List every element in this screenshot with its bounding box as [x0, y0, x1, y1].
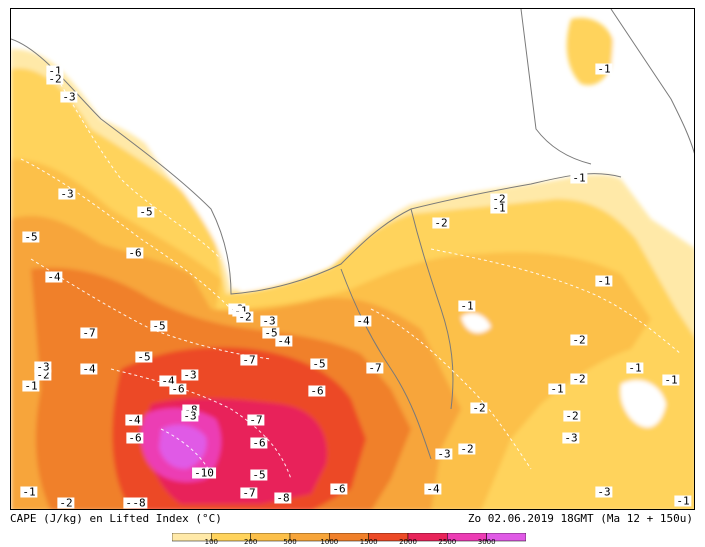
lifted-index-label: -1	[626, 361, 644, 375]
lifted-index-label: -1	[46, 64, 64, 78]
lifted-index-label: -3	[595, 485, 613, 499]
legend-color-bar	[171, 532, 527, 542]
lifted-index-label: -4	[424, 482, 442, 496]
lifted-index-label: -4	[159, 374, 177, 388]
legend-tick-label: 2000	[399, 538, 417, 546]
lifted-index-label: -1	[570, 171, 588, 185]
border-line-2	[410, 208, 454, 410]
lifted-index-label: -2	[46, 72, 64, 86]
lifted-index-label: -5	[310, 357, 328, 371]
lifted-index-label: -1	[20, 485, 38, 499]
forecast-time: Zo 02.06.2019 18GMT (Ma 12 + 150u)	[467, 512, 693, 525]
lifted-index-label: -5	[250, 468, 268, 482]
lifted-index-label: -1	[662, 373, 680, 387]
lifted-index-label: -4	[80, 362, 98, 376]
lifted-index-label: -3	[260, 314, 278, 328]
lifted-index-label: -8	[130, 496, 148, 510]
lifted-index-label: -3	[60, 90, 78, 104]
lifted-index-label: -1	[458, 299, 476, 313]
lifted-index-label: -1	[22, 379, 40, 393]
cape-field	[11, 9, 694, 509]
legend-tick-label: 2500	[438, 538, 457, 546]
lifted-index-label: -1	[595, 274, 613, 288]
li-contour	[20, 158, 232, 310]
lifted-index-label: -3	[181, 409, 199, 423]
lifted-index-label: -5	[137, 205, 155, 219]
legend-tick-label: 1500	[359, 538, 378, 546]
sea-channel	[109, 9, 571, 289]
cape-legend: 100 200 500 1000 1500 2000 2500 3000	[171, 528, 527, 546]
legend-tick-label: 3000	[477, 538, 496, 546]
lake-white-2	[620, 380, 666, 428]
lifted-index-label: -6	[308, 384, 326, 398]
lifted-index-label: -6	[250, 436, 268, 450]
lake-white	[461, 313, 491, 333]
border-line	[340, 268, 432, 460]
lifted-index-label: -2	[458, 442, 476, 456]
li-contour	[370, 308, 532, 470]
lifted-index-label: -2	[34, 368, 52, 382]
lifted-index-label: -1	[674, 494, 692, 508]
lifted-index-label: -2	[563, 409, 581, 423]
li-contour	[430, 248, 682, 355]
legend-tick-label: 100	[204, 538, 219, 546]
lifted-index-label: -4	[275, 334, 293, 348]
border-line-4	[610, 9, 694, 154]
legend-tick-label: 500	[283, 538, 297, 546]
lifted-index-label: -5	[150, 319, 168, 333]
lifted-index-label: -1	[595, 62, 613, 76]
lifted-index-label: -2	[570, 333, 588, 347]
lifted-index-label: -2	[570, 372, 588, 386]
lifted-index-label: -5	[262, 326, 280, 340]
lifted-index-label: -3	[58, 187, 76, 201]
lifted-index-label: -10	[192, 466, 216, 480]
lifted-index-label: -6	[330, 482, 348, 496]
lifted-index-label: -2	[236, 310, 254, 324]
legend-tick-label: 200	[243, 538, 258, 546]
lifted-index-label: -6	[169, 382, 187, 396]
lifted-index-label: -2	[432, 216, 450, 230]
lifted-index-label: -3	[181, 368, 199, 382]
lifted-index-label: -7	[366, 361, 384, 375]
border-line-3	[520, 9, 592, 165]
lifted-index-label: -4	[125, 413, 143, 427]
lifted-index-label: -7	[80, 326, 98, 340]
lifted-index-label: -4	[45, 270, 63, 284]
coastline	[11, 38, 622, 295]
lifted-index-label: -2	[490, 192, 508, 206]
li-contour	[110, 368, 292, 480]
weather-map: -1-2-3-3-5-5-6-4-7-5-1-2-3-4-2-3-5-4-5-1…	[10, 8, 695, 510]
lifted-index-label: -2	[470, 401, 488, 415]
sea-baltic	[604, 9, 694, 208]
lifted-index-label: -8	[182, 404, 200, 416]
lifted-index-label: -4	[354, 314, 372, 328]
lifted-index-label: -3	[435, 447, 453, 461]
lifted-index-label: -7	[247, 413, 265, 427]
lifted-index-label: -1	[548, 382, 566, 396]
legend-tick-label: 1000	[320, 538, 339, 546]
lifted-index-label: -8	[274, 491, 292, 505]
cape-area-3000-core	[159, 424, 207, 469]
lifted-index-label: -3	[562, 431, 580, 445]
lifted-index-label: -6	[126, 431, 144, 445]
lifted-index-label: -1	[232, 305, 250, 317]
lifted-index-label: -5	[22, 230, 40, 244]
lifted-index-label: -7	[240, 353, 258, 367]
lifted-index-label: -7	[240, 486, 258, 500]
lifted-index-label: -2	[57, 496, 75, 510]
map-caption: CAPE (J/kg) en Lifted Index (°C)	[10, 512, 222, 525]
lifted-index-label: -1	[490, 201, 508, 215]
lifted-index-label: -5	[135, 350, 153, 364]
lifted-index-label: -3	[34, 360, 52, 374]
lifted-index-label: -6	[126, 246, 144, 260]
